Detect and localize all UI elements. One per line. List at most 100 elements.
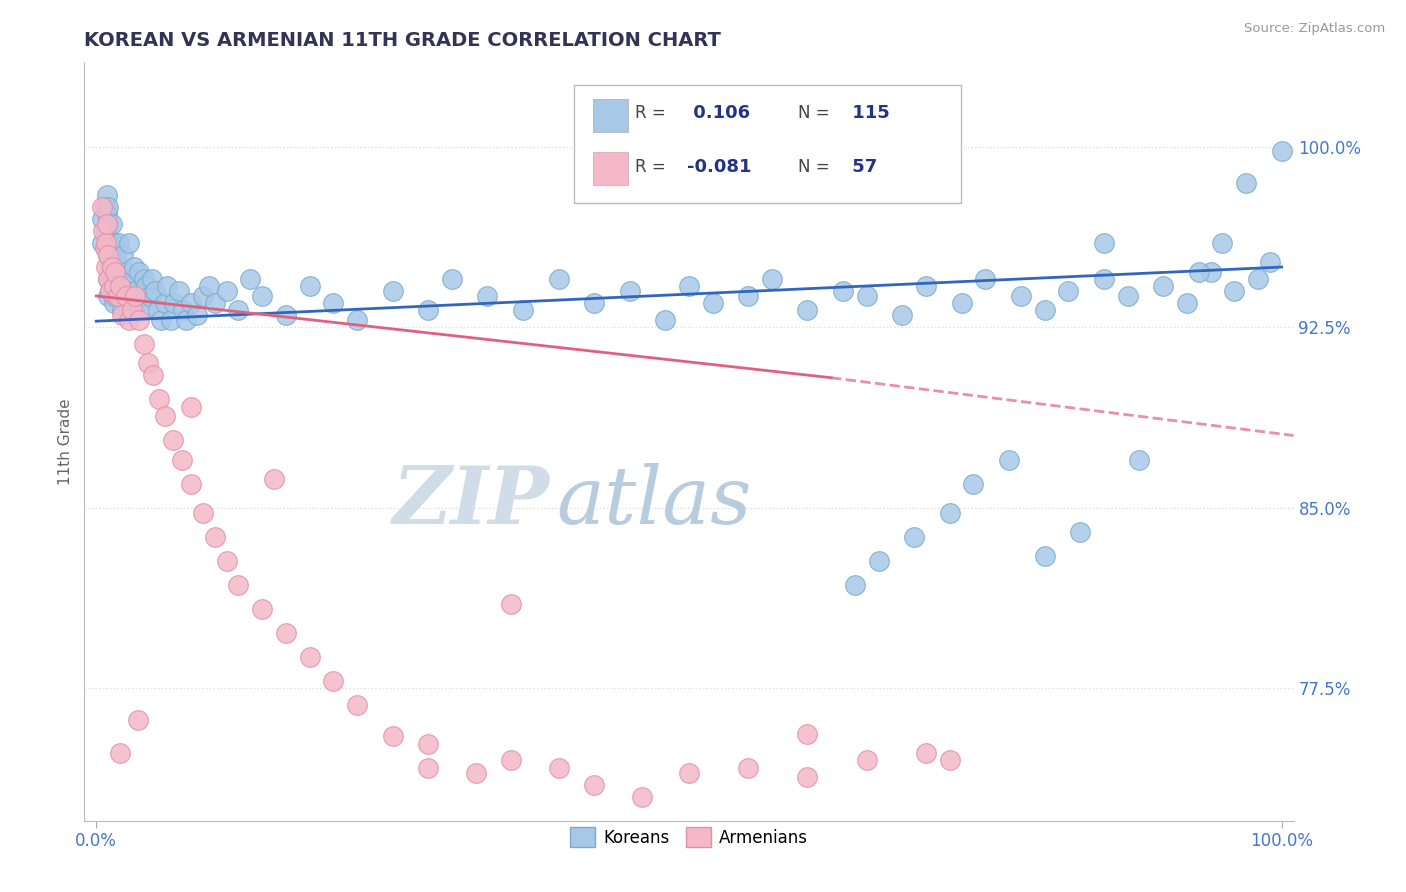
Point (141, 272, 163, 286)
Point (228, 578, 250, 592)
Point (180, 400, 202, 414)
Point (100, 284, 122, 298)
Point (91, 200, 114, 214)
Point (1211, 235, 1233, 250)
Point (198, 279, 221, 293)
Point (146, 303, 169, 318)
Point (94, 241, 117, 255)
Point (104, 265, 127, 279)
Point (1223, 284, 1246, 298)
Point (702, 296, 724, 310)
Point (96, 207, 118, 221)
Point (938, 506, 960, 520)
Point (1247, 272, 1270, 286)
Point (128, 313, 150, 327)
Point (619, 284, 641, 298)
Point (122, 260, 145, 274)
Point (832, 284, 855, 298)
Point (678, 279, 700, 293)
Point (105, 248, 128, 262)
Point (630, 789, 652, 804)
Point (108, 746, 131, 760)
Point (176, 313, 198, 327)
Point (132, 303, 155, 318)
Point (142, 368, 165, 383)
Point (128, 265, 150, 279)
Point (160, 313, 183, 327)
Point (121, 272, 143, 286)
Point (93, 200, 115, 214)
Point (97, 200, 120, 214)
Point (418, 761, 440, 775)
Point (96, 217, 118, 231)
Point (156, 279, 179, 293)
Point (94, 235, 117, 250)
Point (1069, 524, 1091, 539)
Point (108, 279, 131, 293)
Point (127, 713, 149, 727)
Point (796, 303, 818, 318)
Point (121, 289, 143, 303)
Point (114, 284, 136, 298)
Text: -0.081: -0.081 (686, 158, 751, 176)
Point (97, 272, 120, 286)
Point (91, 235, 114, 250)
Text: R =: R = (634, 158, 665, 176)
Point (100, 260, 122, 274)
Point (274, 626, 297, 640)
Point (274, 308, 297, 322)
Point (145, 284, 167, 298)
Text: ZIP: ZIP (394, 464, 550, 541)
Text: R =: R = (634, 104, 665, 122)
Point (464, 765, 486, 780)
Point (1234, 176, 1257, 190)
Point (938, 754, 960, 768)
Point (239, 272, 262, 286)
Point (97, 272, 120, 286)
Point (583, 296, 606, 310)
Text: KOREAN VS ARMENIAN 11TH GRADE CORRELATION CHART: KOREAN VS ARMENIAN 11TH GRADE CORRELATIO… (84, 30, 721, 50)
Point (215, 554, 238, 568)
Point (855, 289, 877, 303)
Text: 115: 115 (846, 104, 890, 122)
Point (103, 235, 125, 250)
Point (512, 303, 534, 318)
Point (124, 289, 146, 303)
Point (298, 279, 321, 293)
Point (1057, 284, 1080, 298)
Point (108, 289, 131, 303)
Point (191, 506, 214, 520)
Point (381, 284, 404, 298)
Point (263, 472, 285, 486)
Point (107, 235, 129, 250)
Point (796, 770, 818, 784)
Point (1152, 279, 1174, 293)
Point (115, 289, 138, 303)
Point (186, 308, 208, 322)
Point (962, 476, 984, 491)
Point (101, 272, 124, 286)
Point (903, 530, 925, 544)
Point (418, 303, 440, 318)
Point (737, 289, 759, 303)
Text: atlas: atlas (555, 464, 751, 541)
Point (132, 272, 155, 286)
Text: N =: N = (797, 104, 830, 122)
Point (153, 409, 176, 424)
Point (322, 673, 344, 688)
Point (891, 308, 914, 322)
Point (100, 260, 122, 274)
Text: 0.106: 0.106 (686, 104, 749, 122)
Point (162, 434, 184, 448)
Point (118, 235, 141, 250)
Point (1128, 452, 1150, 467)
Point (138, 356, 160, 370)
Point (204, 296, 226, 310)
Point (583, 778, 606, 792)
Point (107, 289, 129, 303)
Point (228, 303, 250, 318)
Point (150, 313, 173, 327)
Point (915, 279, 938, 293)
Point (100, 241, 122, 255)
Y-axis label: 11th Grade: 11th Grade (58, 398, 73, 485)
